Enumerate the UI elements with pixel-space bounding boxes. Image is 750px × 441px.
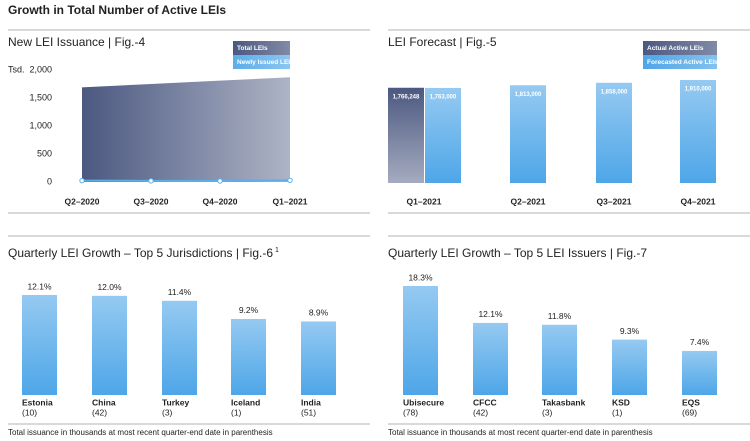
x-tick-sublabel: (78) <box>403 407 418 417</box>
x-tick-label: Q1–2021 <box>273 196 308 206</box>
bar <box>425 87 461 183</box>
x-tick-label: Takasbank <box>542 397 586 407</box>
point <box>287 177 293 184</box>
bar <box>403 286 438 395</box>
value-label: 11.8% <box>548 311 572 321</box>
x-tick-label: India <box>301 397 321 407</box>
x-tick-label: Q3–2020 <box>134 196 169 206</box>
bar <box>612 339 647 395</box>
x-tick-label: Q2–2021 <box>511 196 546 206</box>
value-label: 12.1% <box>27 281 52 291</box>
page-title: Growth in Total Number of Active LEIs <box>8 3 226 17</box>
bar <box>22 295 57 395</box>
bar <box>301 321 336 395</box>
value-label: 1,763,000 <box>430 95 457 101</box>
point <box>79 177 85 184</box>
x-tick-label: Estonia <box>22 397 53 407</box>
x-tick-sublabel: (10) <box>22 407 37 417</box>
x-tick-sublabel: (42) <box>473 407 488 417</box>
value-label: 1,858,000 <box>601 89 628 95</box>
value-label: 12.1% <box>478 309 503 319</box>
y-tick-label: 1,500 <box>29 92 52 102</box>
x-tick-label: Q2–2020 <box>65 196 100 206</box>
legend-swatch <box>643 55 717 69</box>
x-tick-label: Q1–2021 <box>407 196 442 206</box>
value-label: 1,766,248 <box>393 94 420 100</box>
chart-title: New LEI Issuance | Fig.-4 <box>8 35 146 49</box>
x-tick-label: Ubisecure <box>403 397 444 407</box>
value-label: 7.4% <box>690 337 710 347</box>
x-tick-label: Turkey <box>162 397 190 407</box>
bar <box>92 295 127 395</box>
chart-title: Quarterly LEI Growth – Top 5 Jurisdictio… <box>8 246 273 260</box>
x-tick-sublabel: (1) <box>231 407 242 417</box>
chart-title: LEI Forecast | Fig.-5 <box>388 35 497 49</box>
value-label: 1,813,000 <box>515 92 542 98</box>
x-tick-sublabel: (3) <box>162 407 173 417</box>
footnote: Total issuance in thousands at most rece… <box>8 428 273 437</box>
legend-label: Actual Active LEIs <box>647 45 704 52</box>
footnote: Total issuance in thousands at most rece… <box>388 428 653 437</box>
legend-label: Forecasted Active LEIs <box>647 59 719 66</box>
bar <box>542 324 577 395</box>
x-tick-label: CFCC <box>473 397 497 407</box>
legend-label: Total LEIs <box>237 45 268 52</box>
point <box>217 178 223 184</box>
value-label: 18.3% <box>408 272 433 282</box>
bar <box>682 350 717 395</box>
line <box>81 179 291 182</box>
chart-title: Quarterly LEI Growth – Top 5 LEI Issuers… <box>388 246 647 260</box>
value-label: 8.9% <box>309 308 329 318</box>
value-label: 12.0% <box>97 282 122 292</box>
bar <box>510 85 546 183</box>
legend-label: Newly Issued LEIs <box>237 59 294 66</box>
bar <box>596 82 632 183</box>
y-tick-label: 0 <box>47 176 52 186</box>
legend-swatch <box>233 41 290 55</box>
x-tick-label: Q4–2021 <box>681 196 716 206</box>
y-axis-label: Tsd. <box>8 64 25 74</box>
value-label: 9.3% <box>620 326 640 336</box>
bar <box>680 80 716 183</box>
bar <box>231 318 266 395</box>
x-tick-sublabel: (42) <box>92 407 107 417</box>
x-tick-sublabel: (51) <box>301 407 316 417</box>
title-superscript: 1 <box>275 247 279 254</box>
y-tick-label: 500 <box>37 148 52 158</box>
x-tick-sublabel: (1) <box>612 407 623 417</box>
x-tick-label: Q3–2021 <box>597 196 632 206</box>
point <box>148 178 154 184</box>
x-tick-label: KSD <box>612 397 630 407</box>
value-label: 11.4% <box>168 287 192 297</box>
x-tick-label: EQS <box>682 397 700 407</box>
x-tick-sublabel: (69) <box>682 407 697 417</box>
value-label: 9.2% <box>239 305 259 315</box>
x-tick-label: Iceland <box>231 397 260 407</box>
value-label: 1,910,000 <box>685 87 712 93</box>
x-tick-label: China <box>92 397 116 407</box>
legend-swatch <box>233 55 290 69</box>
y-tick-label: 2,000 <box>29 64 52 74</box>
x-tick-sublabel: (3) <box>542 407 553 417</box>
legend-swatch <box>643 41 717 55</box>
bar <box>473 322 508 395</box>
y-tick-label: 1,000 <box>29 120 52 130</box>
bar <box>388 87 424 183</box>
area <box>82 77 290 182</box>
bar <box>162 300 197 395</box>
x-tick-label: Q4–2020 <box>203 196 238 206</box>
